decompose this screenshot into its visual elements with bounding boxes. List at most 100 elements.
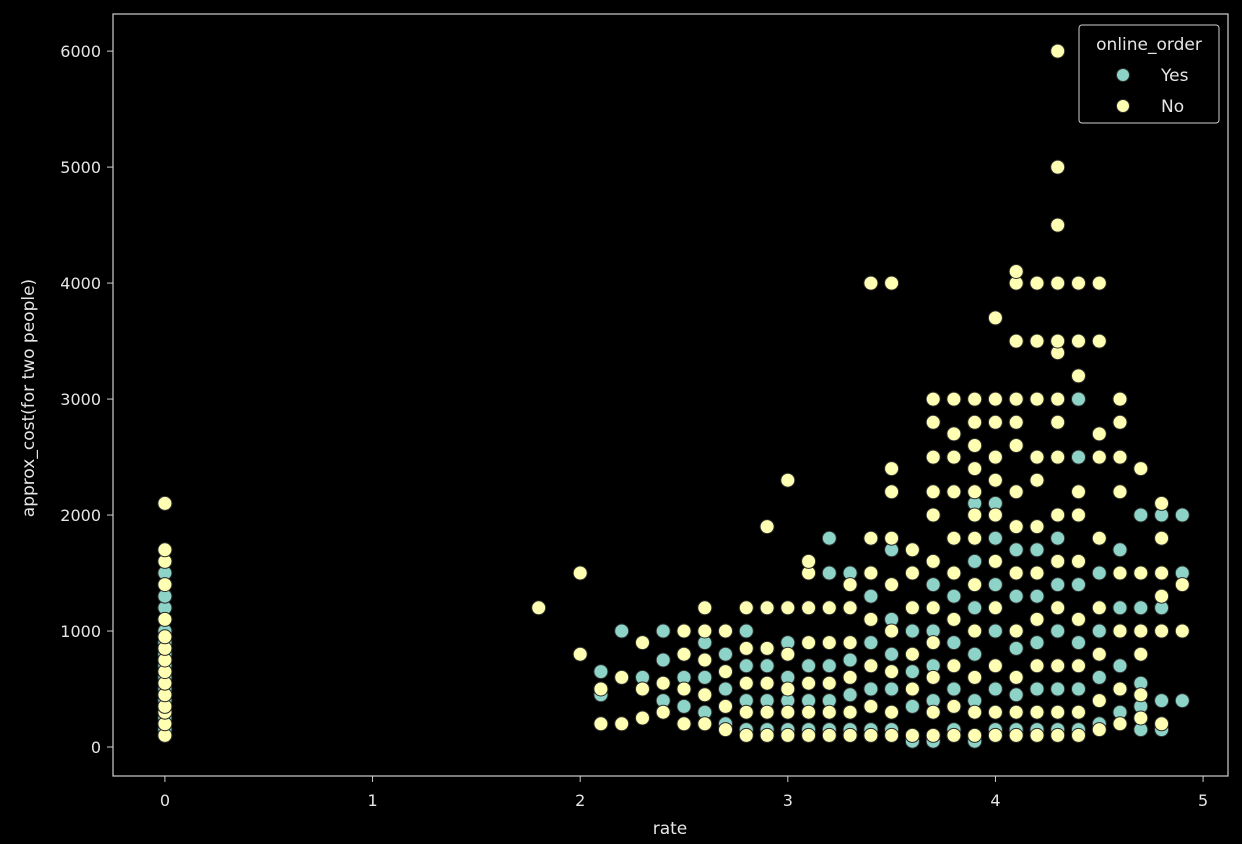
point-no-42 [738, 675, 754, 691]
point-no-214 [1154, 623, 1170, 639]
point-no-44 [738, 600, 754, 616]
point-yes-17 [655, 652, 671, 668]
point-no-17 [572, 565, 588, 581]
point-yes-67 [925, 577, 941, 593]
point-no-124 [967, 507, 983, 523]
point-no-71 [842, 669, 858, 685]
point-no-90 [884, 275, 900, 291]
point-no-86 [884, 577, 900, 593]
point-yes-53 [863, 588, 879, 604]
point-no-208 [1133, 687, 1149, 703]
point-no-113 [946, 530, 962, 546]
point-no-184 [1071, 553, 1086, 569]
point-no-205 [1112, 414, 1128, 430]
point-yes-25 [718, 681, 733, 697]
point-no-215 [1154, 588, 1170, 604]
point-no-218 [1154, 495, 1170, 511]
point-yes-97 [1050, 577, 1066, 593]
point-yes-82 [987, 530, 1003, 546]
point-yes-18 [655, 623, 671, 639]
legend: online_order Yes No [1078, 24, 1220, 124]
point-no-13 [157, 542, 173, 558]
series-no [157, 43, 1190, 743]
point-yes-48 [842, 652, 858, 668]
point-no-179 [1050, 43, 1066, 59]
point-no-61 [801, 600, 817, 616]
point-no-67 [821, 635, 837, 651]
point-no-167 [1050, 658, 1066, 674]
point-no-133 [987, 600, 1003, 616]
point-yes-98 [1050, 530, 1066, 546]
point-no-78 [863, 611, 879, 627]
point-no-60 [801, 635, 817, 651]
point-yes-91 [1029, 635, 1045, 651]
point-no-115 [946, 449, 962, 465]
x-axis: 0 1 2 3 4 5 [160, 776, 1208, 810]
point-no-26 [655, 675, 671, 691]
point-no-56 [780, 472, 796, 488]
point-yes-47 [842, 687, 858, 703]
point-no-47 [759, 675, 775, 691]
point-yes-44 [821, 565, 837, 581]
point-yes-88 [1008, 542, 1024, 558]
point-no-19 [593, 681, 609, 697]
point-no-202 [1112, 565, 1128, 581]
point-no-84 [884, 664, 900, 680]
y-tick-label-5000: 5000 [60, 158, 101, 177]
point-no-37 [718, 698, 733, 714]
x-tick-label-4: 4 [990, 791, 1000, 810]
point-no-112 [946, 565, 962, 581]
point-yes-93 [1029, 542, 1045, 558]
point-no-117 [946, 391, 962, 407]
point-no-85 [884, 623, 900, 639]
y-tick-label-4000: 4000 [60, 274, 101, 293]
point-no-153 [1008, 264, 1024, 279]
point-no-33 [697, 652, 713, 668]
point-no-118 [967, 727, 983, 743]
point-no-206 [1112, 391, 1128, 407]
point-no-103 [925, 507, 941, 523]
point-no-74 [842, 577, 858, 593]
point-no-211 [1133, 565, 1149, 581]
point-yes-81 [987, 577, 1003, 593]
point-no-141 [1008, 727, 1024, 743]
point-no-66 [821, 675, 837, 691]
point-yes-14 [614, 623, 630, 639]
point-no-177 [1050, 217, 1066, 233]
point-no-97 [925, 727, 941, 743]
point-no-150 [1008, 391, 1024, 407]
point-no-186 [1071, 484, 1086, 500]
point-no-121 [967, 623, 983, 639]
point-yes-117 [1133, 507, 1149, 523]
point-no-125 [967, 484, 983, 500]
x-tick-label-5: 5 [1198, 791, 1208, 810]
point-no-106 [925, 414, 941, 430]
point-no-189 [1071, 275, 1086, 291]
point-no-82 [884, 727, 900, 743]
point-no-55 [780, 600, 796, 616]
point-no-108 [946, 727, 962, 743]
point-no-148 [1008, 438, 1024, 453]
point-yes-45 [821, 530, 837, 546]
point-no-77 [863, 658, 879, 674]
point-no-28 [676, 681, 692, 697]
point-no-156 [1029, 658, 1045, 674]
point-no-20 [614, 716, 630, 732]
point-no-43 [738, 640, 754, 656]
point-no-96 [904, 542, 920, 558]
point-no-165 [1050, 727, 1066, 743]
point-yes-61 [904, 664, 920, 680]
point-no-216 [1154, 565, 1170, 581]
point-no-105 [925, 449, 941, 465]
point-no-79 [863, 565, 879, 581]
point-no-197 [1091, 333, 1107, 349]
point-yes-103 [1071, 449, 1086, 465]
point-no-201 [1112, 623, 1128, 639]
point-no-131 [987, 704, 1003, 720]
point-yes-43 [821, 658, 837, 674]
point-yes-100 [1071, 681, 1086, 697]
y-tick-label-3000: 3000 [60, 390, 101, 409]
point-no-168 [1050, 600, 1066, 616]
point-no-188 [1071, 333, 1086, 349]
point-no-116 [946, 426, 962, 442]
